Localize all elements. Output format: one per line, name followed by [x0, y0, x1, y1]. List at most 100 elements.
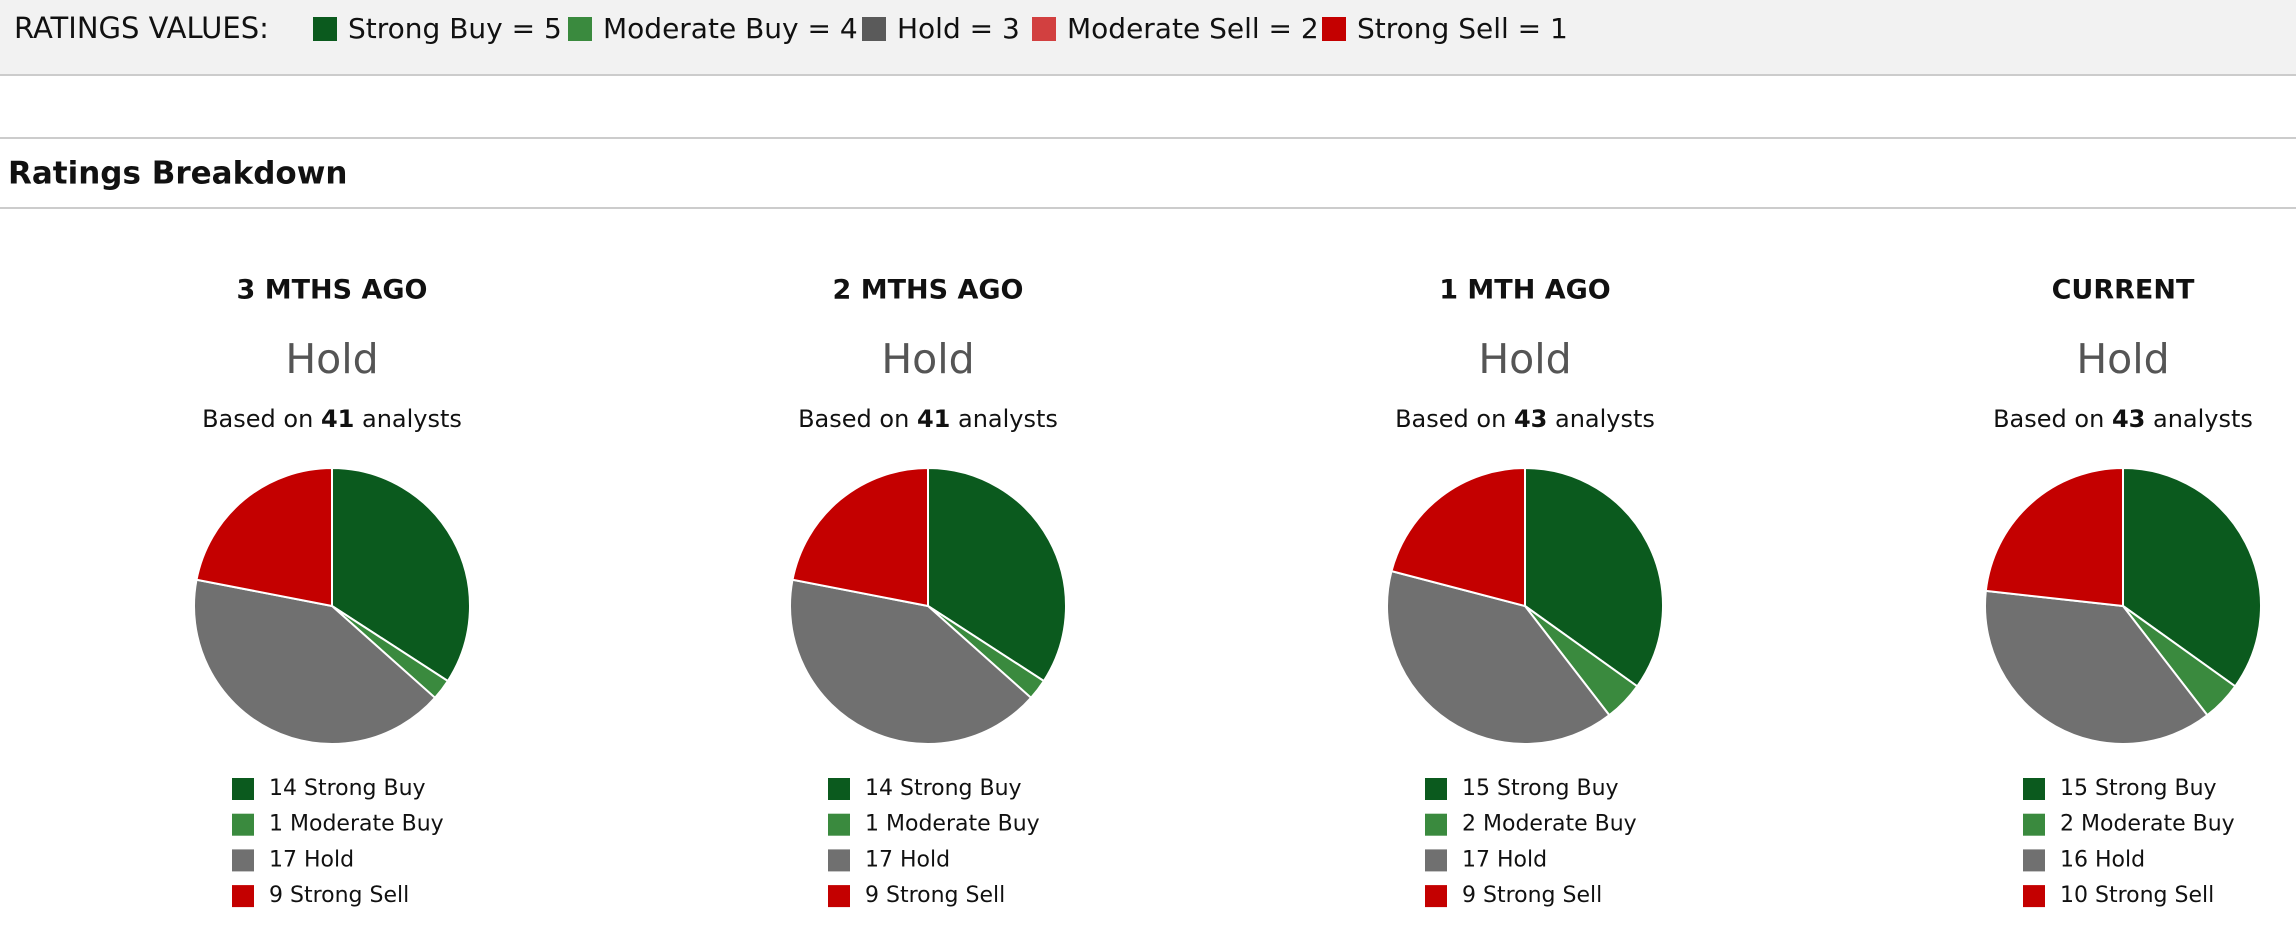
legend-entry: 15 Strong Buy — [2060, 776, 2217, 801]
slice-count: 14 — [269, 776, 297, 801]
legend-entry: 16 Hold — [2060, 847, 2145, 872]
pie-slice — [791, 466, 929, 608]
slice-name: Strong Sell — [1483, 883, 1602, 908]
slice-name: Strong Sell — [2095, 883, 2214, 908]
section-title: Ratings Breakdown — [8, 156, 347, 192]
consensus: Hold — [1478, 335, 1571, 383]
legend-swatch — [1425, 885, 1447, 908]
pie-slice — [1524, 466, 1664, 688]
based-on: Based on 41 analysts — [798, 405, 1058, 433]
consensus: Hold — [881, 335, 974, 383]
slice-count: 17 — [865, 847, 893, 872]
legend-swatch — [2023, 885, 2045, 908]
legend-entry: 9 Strong Sell — [269, 883, 409, 908]
based-on: Based on 43 analysts — [1395, 405, 1655, 433]
slice-count: 17 — [1462, 847, 1490, 872]
legend-entry: 9 Strong Sell — [865, 883, 1005, 908]
based-on-suffix: analysts — [958, 405, 1058, 433]
pie-slice — [195, 466, 333, 608]
legend-swatch — [828, 849, 850, 872]
legend-swatch — [568, 17, 592, 41]
slice-name: Strong Buy — [2095, 776, 2217, 801]
legend-label: Moderate Buy = 4 — [603, 12, 858, 45]
slice-name: Strong Buy — [304, 776, 426, 801]
slice-name: Moderate Buy — [1483, 812, 1637, 837]
panel-title: 1 MTH AGO — [1439, 275, 1610, 306]
legend-swatch — [313, 17, 337, 41]
pie-slice — [789, 578, 1033, 745]
analyst-count: 41 — [321, 405, 354, 433]
slice-count: 14 — [865, 776, 893, 801]
analyst-count: 43 — [1514, 405, 1547, 433]
legend-entry: 10 Strong Sell — [2060, 883, 2214, 908]
legend-swatch — [862, 17, 886, 41]
legend-swatch — [1425, 778, 1447, 800]
slice-name: Moderate Buy — [2081, 812, 2235, 837]
slice-name: Strong Buy — [900, 776, 1022, 801]
analyst-count: 41 — [917, 405, 950, 433]
legend-entry: 17 Hold — [269, 847, 354, 872]
legend-swatch — [1032, 17, 1056, 41]
legend-bar-title: RATINGS VALUES: — [14, 11, 269, 45]
legend-entry: 1 Moderate Buy — [865, 812, 1040, 837]
legend-entry: 2 Moderate Buy — [1462, 812, 1637, 837]
based-on: Based on 41 analysts — [202, 405, 462, 433]
pie-slice — [2122, 466, 2262, 688]
based-on-text: Based on — [798, 405, 909, 433]
legend-swatch — [232, 778, 254, 800]
based-on-suffix: analysts — [1555, 405, 1655, 433]
legend-label: Strong Sell = 1 — [1357, 12, 1568, 45]
legend-swatch — [1425, 813, 1447, 836]
based-on: Based on 43 analysts — [1993, 405, 2253, 433]
panel-title: 3 MTHS AGO — [237, 275, 428, 306]
slice-count: 2 — [1462, 812, 1476, 837]
legend-entry: 14 Strong Buy — [269, 776, 426, 801]
slice-count: 2 — [2060, 812, 2074, 837]
legend-swatch — [2023, 778, 2045, 800]
slice-name: Hold — [1497, 847, 1547, 872]
legend-swatch — [828, 813, 850, 836]
slice-name: Moderate Buy — [290, 812, 444, 837]
legend-swatch — [2023, 849, 2045, 872]
pie-slice — [1386, 569, 1611, 745]
pie-slice — [1984, 466, 2124, 608]
panel-title: 2 MTHS AGO — [833, 275, 1024, 306]
based-on-text: Based on — [1993, 405, 2104, 433]
legend-label: Strong Buy = 5 — [348, 12, 562, 45]
panel-title: CURRENT — [2052, 275, 2195, 306]
slice-count: 1 — [865, 812, 879, 837]
based-on-text: Based on — [202, 405, 313, 433]
consensus: Hold — [285, 335, 378, 383]
slice-name: Hold — [304, 847, 354, 872]
legend-entry: 2 Moderate Buy — [2060, 812, 2235, 837]
legend-swatch — [232, 885, 254, 908]
based-on-text: Based on — [1395, 405, 1506, 433]
slice-name: Moderate Buy — [886, 812, 1040, 837]
legend-label: Hold = 3 — [897, 12, 1020, 45]
slice-name: Strong Sell — [290, 883, 409, 908]
slice-count: 9 — [1462, 883, 1476, 908]
legend-bar — [0, 0, 2296, 75]
legend-entry: 14 Strong Buy — [865, 776, 1022, 801]
slice-name: Strong Buy — [1497, 776, 1619, 801]
legend-swatch — [232, 813, 254, 836]
legend-entry: 9 Strong Sell — [1462, 883, 1602, 908]
consensus: Hold — [2076, 335, 2169, 383]
legend-swatch — [232, 849, 254, 872]
pie-slice — [1390, 466, 1526, 608]
slice-count: 9 — [269, 883, 283, 908]
pie-slice — [1984, 589, 2209, 745]
legend-entry: 17 Hold — [1462, 847, 1547, 872]
slice-name: Hold — [900, 847, 950, 872]
legend-swatch — [2023, 813, 2045, 836]
legend-swatch — [1425, 849, 1447, 872]
slice-count: 16 — [2060, 847, 2088, 872]
legend-swatch — [828, 778, 850, 800]
based-on-suffix: analysts — [362, 405, 462, 433]
slice-count: 9 — [865, 883, 879, 908]
pie-slice — [193, 578, 437, 745]
slice-count: 15 — [2060, 776, 2088, 801]
slice-name: Hold — [2095, 847, 2145, 872]
